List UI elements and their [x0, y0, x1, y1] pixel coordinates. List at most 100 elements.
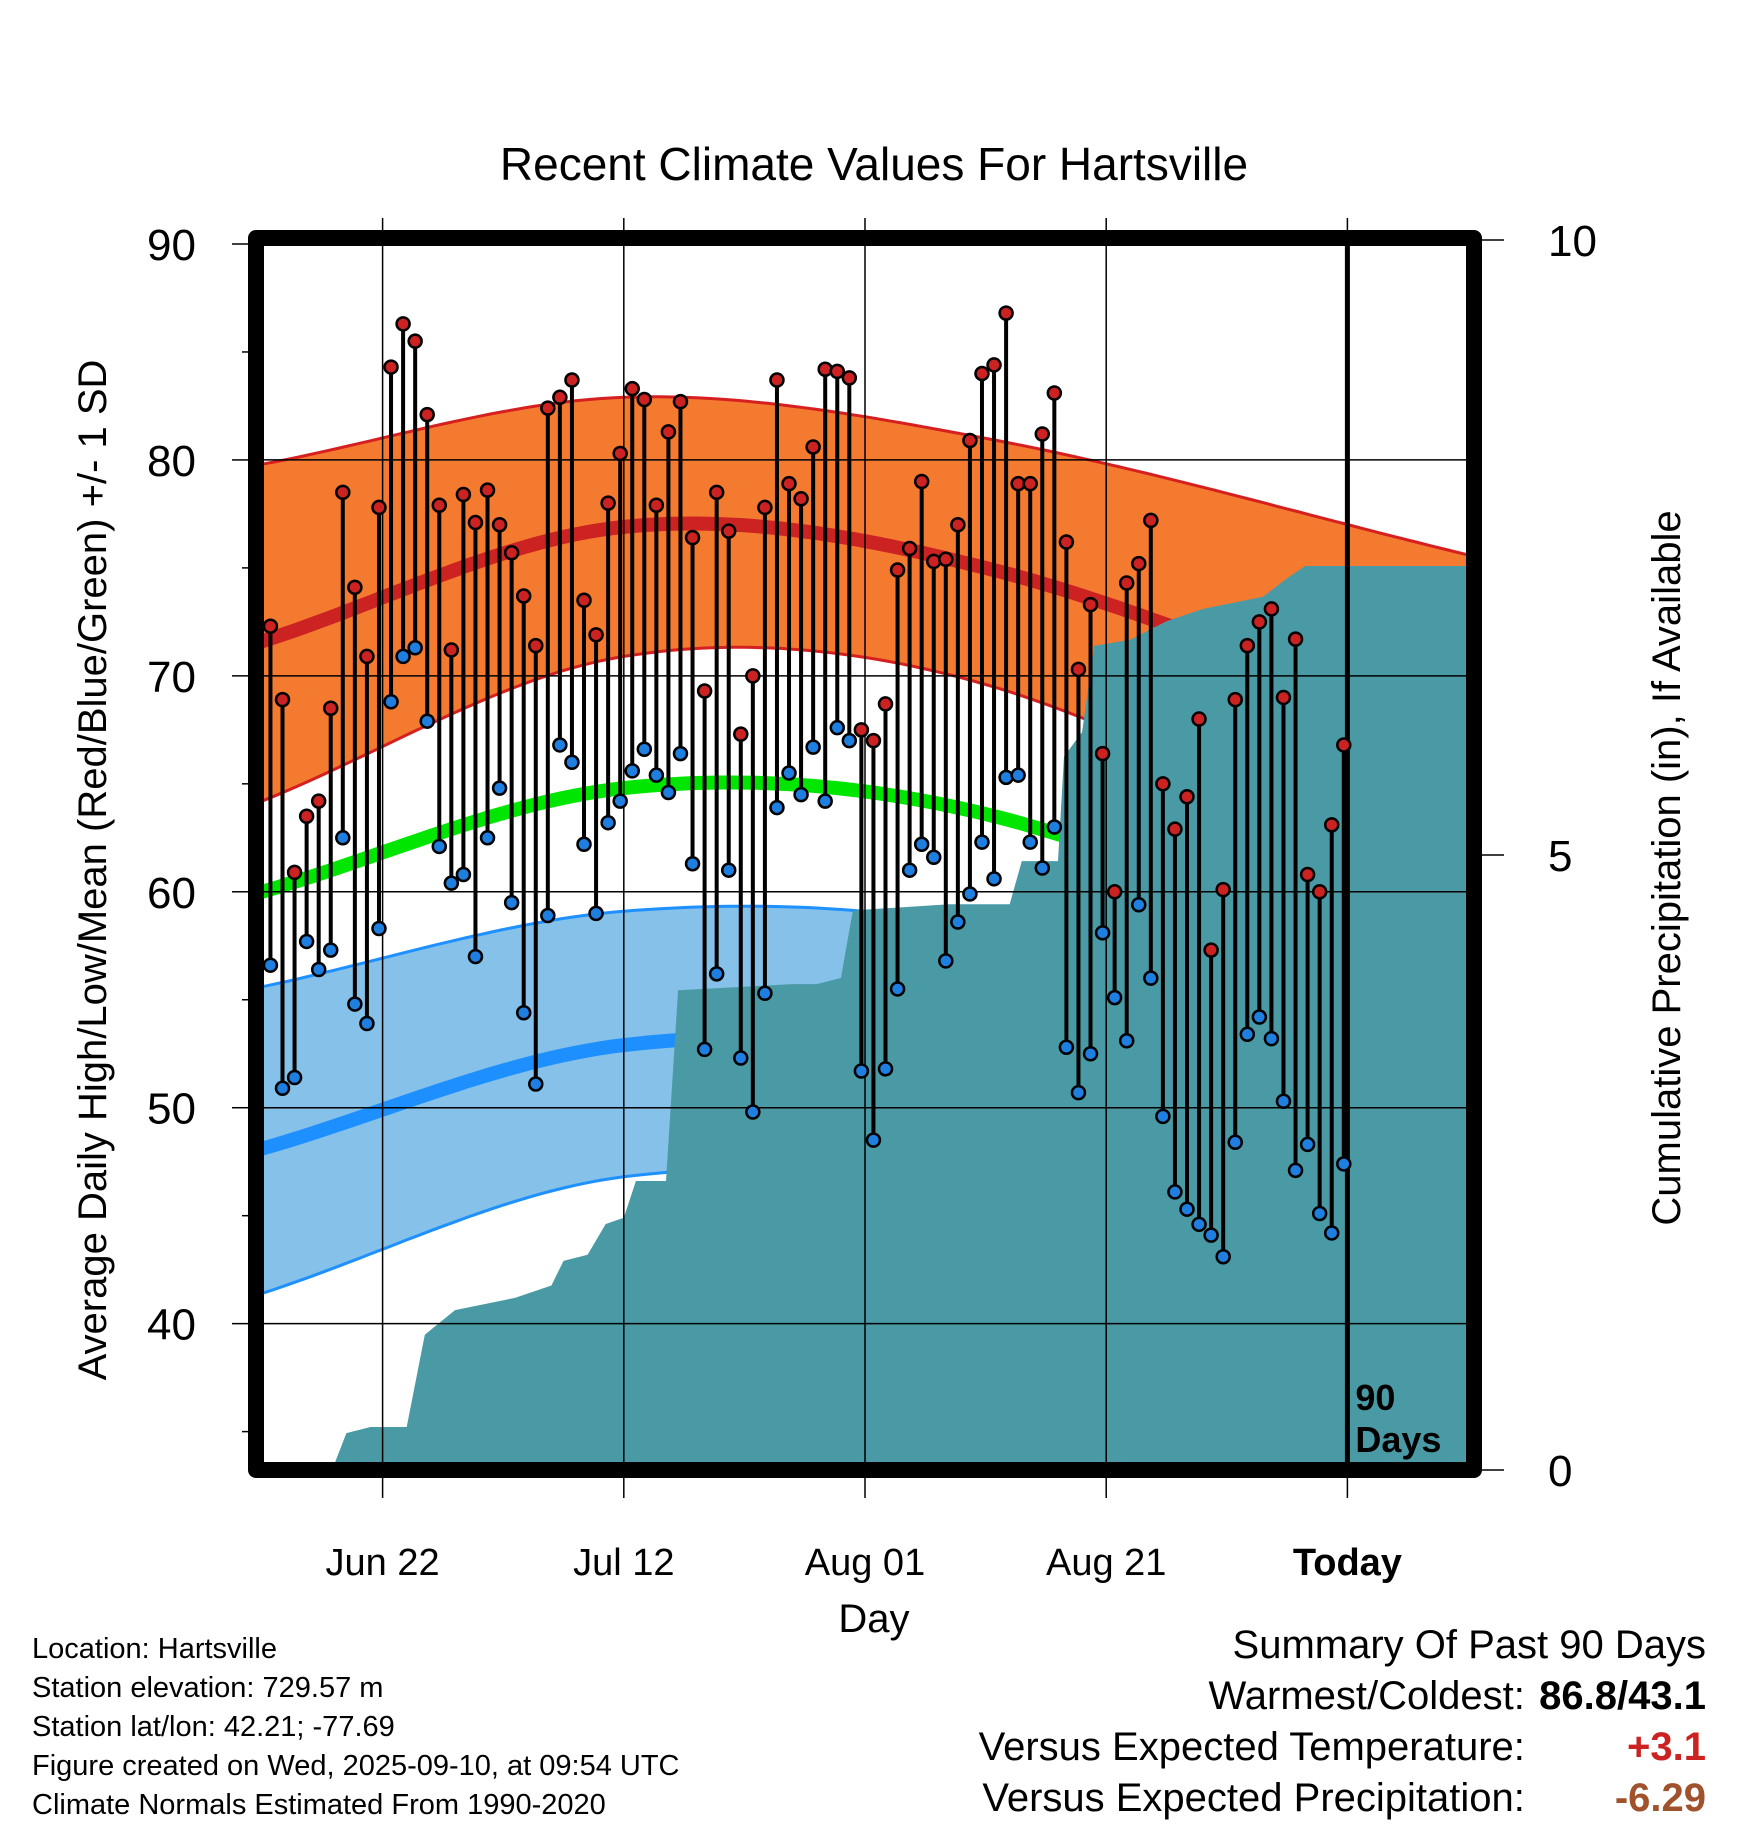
daily-high-point	[817, 361, 833, 377]
daily-high-point	[841, 370, 858, 386]
daily-low-point	[1275, 1093, 1292, 1109]
daily-low-point	[877, 1061, 894, 1077]
daily-high-point	[576, 592, 592, 609]
daily-high-point	[1131, 555, 1147, 572]
daily-low-point	[636, 741, 653, 758]
daily-low-point	[1082, 1045, 1099, 1062]
daily-high-point	[853, 722, 870, 738]
daily-low-point	[1179, 1201, 1195, 1217]
daily-high-point	[672, 393, 689, 410]
daily-low-point	[998, 769, 1014, 786]
daily-high-point	[757, 499, 773, 516]
daily-low-point	[853, 1063, 870, 1079]
daily-high-point	[564, 372, 580, 388]
daily-low-point	[1336, 1156, 1352, 1172]
daily-high-point	[1167, 821, 1183, 837]
daily-low-point	[383, 694, 399, 710]
x-tick-label: Jun 22	[326, 1542, 440, 1584]
x-axis-label: Day	[838, 1597, 909, 1641]
daily-high-point	[1251, 614, 1268, 630]
daily-low-point	[1203, 1227, 1219, 1243]
daily-high-point	[624, 380, 640, 397]
daily-high-point	[1227, 691, 1243, 708]
daily-low-point	[322, 942, 339, 958]
location-text: Location: Hartsville	[32, 1633, 277, 1665]
daily-low-point	[829, 719, 846, 736]
daily-high-point	[696, 683, 713, 699]
daily-range-bars	[268, 313, 1346, 1257]
daily-low-point	[1034, 860, 1051, 876]
daily-low-point	[419, 713, 435, 729]
daily-low-point	[745, 1104, 761, 1120]
daily-high-point	[889, 562, 906, 578]
y-tick-label: 60	[147, 869, 196, 918]
daily-high-point	[1046, 385, 1063, 401]
warmest-coldest-label: Warmest/Coldest:	[1208, 1674, 1525, 1718]
daily-high-point	[359, 648, 375, 665]
daily-low-point	[1251, 1009, 1268, 1025]
normals-text: Climate Normals Estimated From 1990-2020	[32, 1789, 606, 1821]
daily-high-point	[720, 523, 737, 539]
daily-low-point	[540, 907, 556, 924]
daily-low-point	[1191, 1216, 1207, 1233]
warmest-coldest-value: 86.8/43.1	[1539, 1674, 1706, 1718]
daily-low-point	[359, 1015, 375, 1032]
daily-high-point	[1323, 817, 1340, 833]
daily-high-point	[588, 627, 604, 643]
daily-high-point	[467, 514, 484, 531]
x-tick-label: Aug 01	[805, 1542, 925, 1584]
daily-high-point	[540, 400, 556, 416]
daily-high-point	[1022, 475, 1038, 492]
chart-title: Recent Climate Values For Hartsville	[500, 138, 1248, 190]
y2-axis-label: Cumulative Precipitation (in), If Availa…	[1645, 510, 1689, 1225]
daily-high-point	[733, 726, 749, 742]
daily-low-point	[950, 914, 966, 930]
y2-tick-label: 0	[1548, 1447, 1572, 1496]
daily-low-point	[696, 1041, 713, 1058]
daily-low-point	[479, 830, 496, 846]
daily-high-point	[1287, 631, 1304, 647]
daily-high-point	[503, 545, 520, 561]
daily-low-point	[443, 875, 460, 891]
daily-low-point	[720, 862, 737, 878]
daily-low-point	[672, 745, 689, 762]
y-tick-label: 80	[147, 437, 196, 486]
daily-low-point	[1323, 1225, 1340, 1241]
daily-low-point	[467, 948, 484, 965]
daily-high-point	[1179, 789, 1195, 805]
daily-high-point	[274, 691, 291, 708]
elevation-text: Station elevation: 729.57 m	[32, 1672, 384, 1704]
warmest-coldest-row: Warmest/Coldest: 86.8/43.1	[979, 1671, 1707, 1722]
daily-high-point	[684, 529, 701, 546]
y-tick-label: 50	[147, 1085, 196, 1134]
daily-high-point	[1336, 737, 1352, 753]
daily-low-point	[1094, 925, 1111, 941]
daily-low-point	[491, 780, 508, 796]
daily-high-point	[805, 439, 821, 455]
daily-low-point	[455, 866, 472, 883]
daily-low-point	[889, 981, 906, 997]
daily-high-point	[769, 372, 785, 388]
grid-lines	[262, 243, 1468, 1464]
daily-high-point	[1263, 601, 1280, 617]
daily-high-point	[383, 359, 399, 375]
daily-high-point	[1106, 884, 1123, 900]
daily-low-point	[310, 961, 327, 978]
daily-high-point	[950, 516, 966, 533]
daily-high-point	[901, 540, 918, 557]
daily-high-point	[781, 475, 797, 492]
daily-low-point	[648, 767, 665, 783]
daily-low-point	[1215, 1248, 1231, 1265]
daily-high-point	[419, 406, 435, 423]
daily-high-point	[962, 432, 978, 449]
daily-low-point	[1311, 1205, 1328, 1222]
daily-low-point	[600, 814, 616, 831]
daily-low-point	[1239, 1026, 1256, 1043]
daily-high-point	[612, 445, 628, 462]
temp-departure-label: Versus Expected Temperature:	[978, 1725, 1525, 1769]
x-tick-label: Today	[1293, 1542, 1402, 1584]
daily-low-point	[274, 1080, 291, 1097]
daily-high-point	[648, 497, 665, 514]
daily-low-point	[841, 732, 858, 749]
daily-high-point	[986, 357, 1002, 373]
